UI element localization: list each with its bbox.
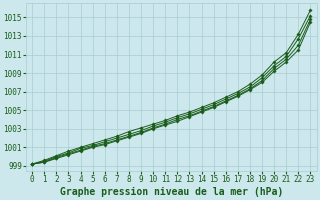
X-axis label: Graphe pression niveau de la mer (hPa): Graphe pression niveau de la mer (hPa) — [60, 186, 283, 197]
